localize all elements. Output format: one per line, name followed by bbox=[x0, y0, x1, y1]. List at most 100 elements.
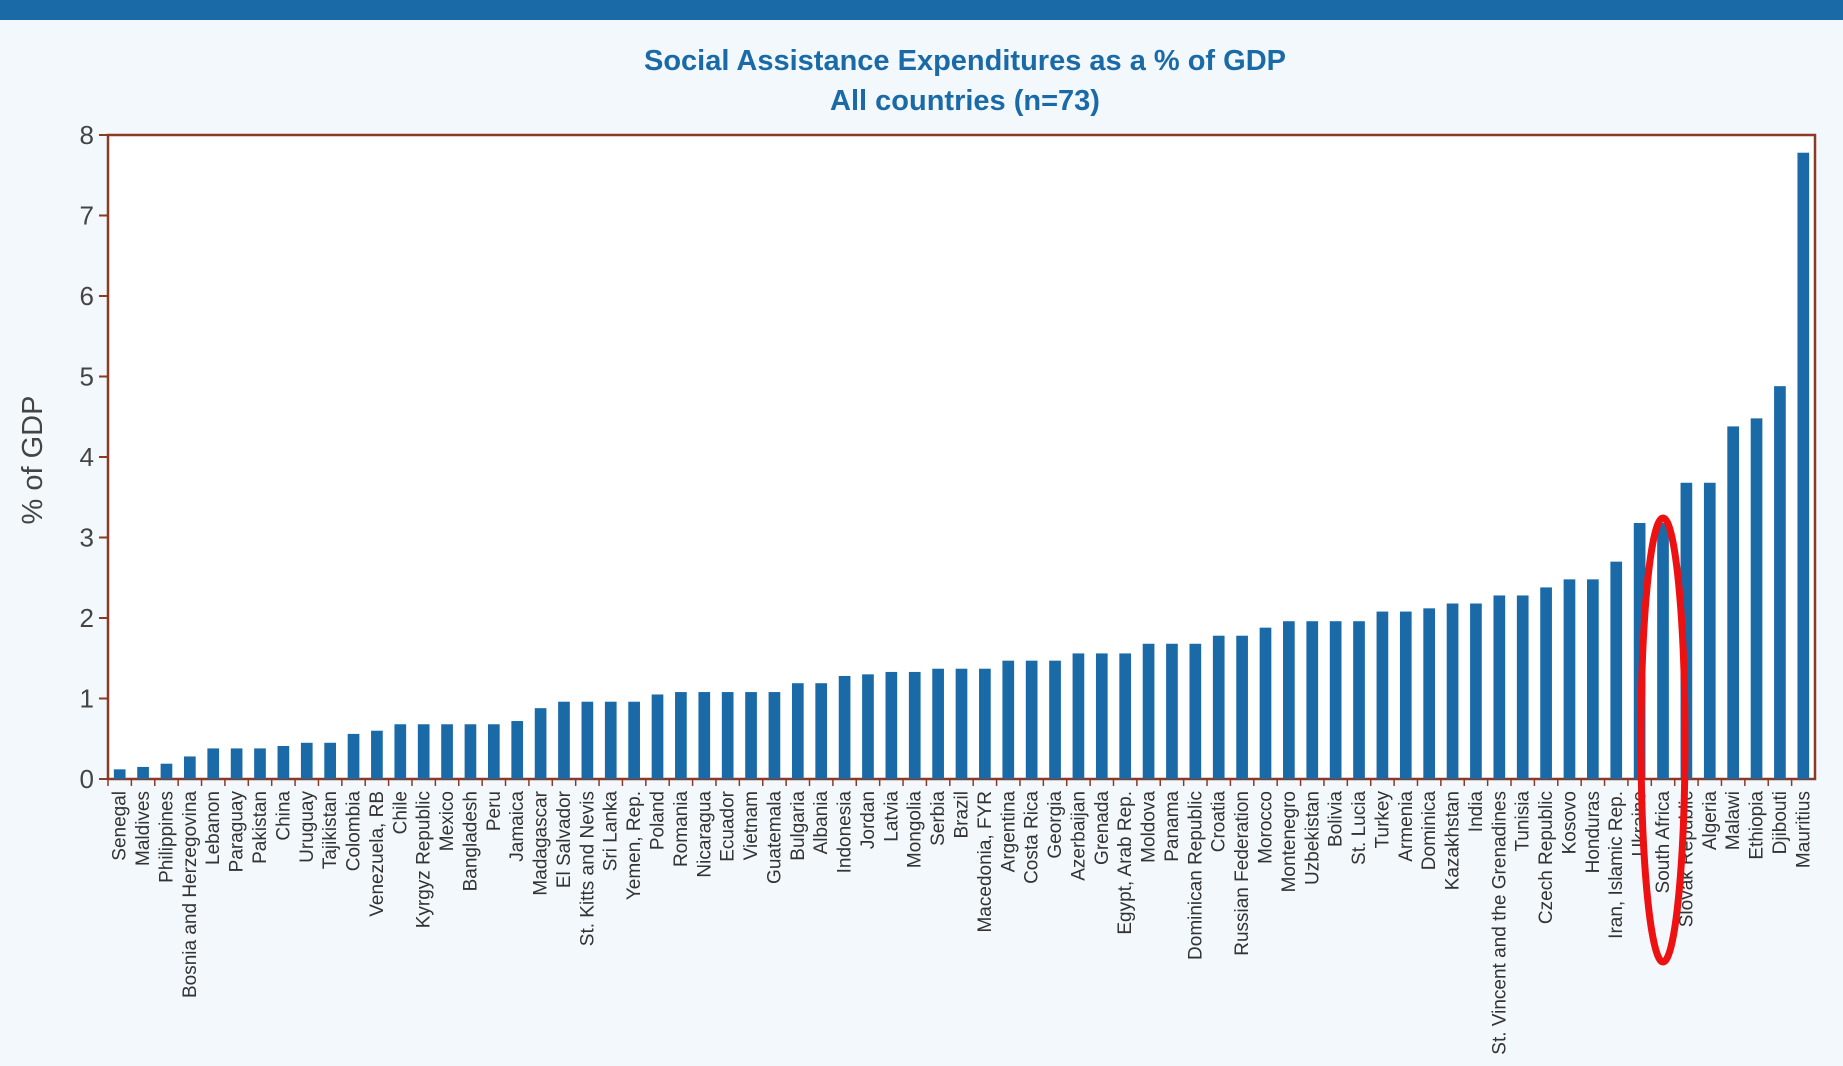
x-category-label: Jordan bbox=[858, 791, 879, 849]
bar bbox=[371, 730, 383, 779]
bar bbox=[932, 668, 944, 779]
x-category-label: Mongolia bbox=[905, 791, 926, 869]
x-category-label: Indonesia bbox=[835, 791, 856, 874]
x-category-label: Guatemala bbox=[764, 791, 785, 884]
top-banner-bar bbox=[0, 0, 1843, 20]
x-category-label: China bbox=[273, 791, 294, 841]
x-category-label: Pakistan bbox=[250, 791, 271, 864]
bar bbox=[417, 724, 430, 779]
bar bbox=[1399, 611, 1412, 779]
x-category-label: Yemen, Rep. bbox=[624, 791, 645, 900]
x-category-label: Kyrgyz Republic bbox=[414, 791, 435, 928]
bar bbox=[1680, 482, 1693, 779]
y-tick-label: 4 bbox=[80, 442, 94, 472]
x-category-label: Czech Republic bbox=[1536, 791, 1557, 924]
chart-subtitle: All countries (n=73) bbox=[830, 85, 1100, 117]
x-category-label: Tajikistan bbox=[320, 791, 341, 869]
bar bbox=[1236, 635, 1248, 779]
bar bbox=[1516, 595, 1529, 779]
x-category-label: St. Vincent and the Grenadines bbox=[1489, 791, 1510, 1055]
bar bbox=[1306, 621, 1319, 779]
bar bbox=[745, 692, 757, 779]
bar bbox=[1329, 621, 1342, 779]
x-category-label: Senegal bbox=[110, 791, 131, 861]
x-category-label: Vietnam bbox=[741, 791, 762, 860]
bar bbox=[1657, 523, 1669, 779]
highlight-ring bbox=[1637, 514, 1689, 966]
x-category-label: Sri Lanka bbox=[601, 791, 622, 872]
x-category-label: Russian Federation bbox=[1232, 791, 1253, 956]
bar bbox=[908, 671, 921, 779]
bar bbox=[791, 683, 804, 779]
bar bbox=[1002, 660, 1015, 779]
bar bbox=[815, 683, 828, 779]
x-category-label: Maldives bbox=[133, 791, 154, 866]
bar bbox=[324, 742, 336, 779]
x-category-label: Malawi bbox=[1723, 791, 1744, 850]
x-category-label: Bolivia bbox=[1326, 791, 1347, 847]
y-tick-label: 0 bbox=[80, 764, 94, 794]
x-category-label: Turkey bbox=[1372, 791, 1393, 849]
bar bbox=[1540, 587, 1552, 779]
bar bbox=[1727, 426, 1740, 779]
bar bbox=[1212, 635, 1225, 779]
bar bbox=[1446, 603, 1459, 779]
x-category-label: Bulgaria bbox=[788, 791, 809, 861]
y-tick-label: 6 bbox=[80, 281, 94, 311]
bar bbox=[1049, 660, 1061, 779]
x-category-label: Romania bbox=[671, 791, 692, 867]
x-category-label: Dominican Republic bbox=[1185, 791, 1206, 960]
bar bbox=[487, 724, 500, 779]
bar bbox=[137, 766, 149, 779]
bar bbox=[955, 668, 968, 779]
x-category-label: Paraguay bbox=[227, 791, 248, 873]
x-category-label: Tunisia bbox=[1513, 791, 1534, 852]
x-category-label: Georgia bbox=[1045, 791, 1066, 859]
x-category-label: Chile bbox=[390, 791, 411, 834]
y-tick-label: 8 bbox=[80, 120, 94, 150]
bar bbox=[113, 769, 126, 779]
x-category-label: Iran, Islamic Rep. bbox=[1606, 791, 1627, 939]
bar bbox=[1189, 643, 1202, 779]
x-category-label: Latvia bbox=[881, 791, 902, 842]
bar bbox=[1353, 621, 1365, 779]
bar bbox=[721, 692, 734, 779]
bar bbox=[534, 708, 547, 779]
y-tick-label: 3 bbox=[80, 523, 94, 553]
bar bbox=[277, 745, 290, 779]
x-category-label: St. Kitts and Nevis bbox=[577, 791, 598, 946]
chart-title: Social Assistance Expenditures as a % of… bbox=[644, 45, 1286, 77]
bar bbox=[1703, 482, 1716, 779]
y-tick-label: 5 bbox=[80, 362, 94, 392]
bar bbox=[1025, 660, 1038, 779]
x-category-label: Croatia bbox=[1209, 791, 1230, 853]
bar bbox=[1423, 608, 1436, 779]
x-category-label: Poland bbox=[648, 791, 669, 850]
bar bbox=[628, 701, 640, 779]
bar bbox=[464, 724, 477, 779]
x-category-label: Argentina bbox=[998, 791, 1019, 873]
bar bbox=[1072, 653, 1085, 779]
x-category-label: Bosnia and Herzegovina bbox=[180, 791, 201, 998]
plot-area: 0 1 2 3 4 5 6 7 8 Senegal Maldives Philippines Bosni… bbox=[80, 120, 1817, 1055]
y-axis-label: % of GDP bbox=[17, 396, 49, 525]
x-category-label: South Africa bbox=[1653, 791, 1674, 894]
x-category-label: Lebanon bbox=[203, 791, 224, 865]
bar bbox=[1119, 653, 1132, 779]
bar bbox=[862, 674, 874, 779]
bar bbox=[183, 756, 196, 779]
x-category-label: Ethiopia bbox=[1747, 791, 1768, 860]
x-category-label: Mexico bbox=[437, 791, 458, 851]
bar bbox=[1563, 579, 1576, 779]
x-category-label: Dominica bbox=[1419, 791, 1440, 871]
bar bbox=[979, 668, 991, 779]
bar bbox=[160, 763, 173, 779]
x-category-label: Philippines bbox=[156, 791, 177, 883]
y-tick-label: 1 bbox=[80, 684, 94, 714]
bar bbox=[394, 724, 407, 779]
x-category-label: Costa Rica bbox=[1022, 791, 1043, 884]
x-category-label: Algeria bbox=[1700, 791, 1721, 851]
bar bbox=[1259, 627, 1272, 779]
x-category-label: Egypt, Arab Rep. bbox=[1115, 791, 1136, 935]
